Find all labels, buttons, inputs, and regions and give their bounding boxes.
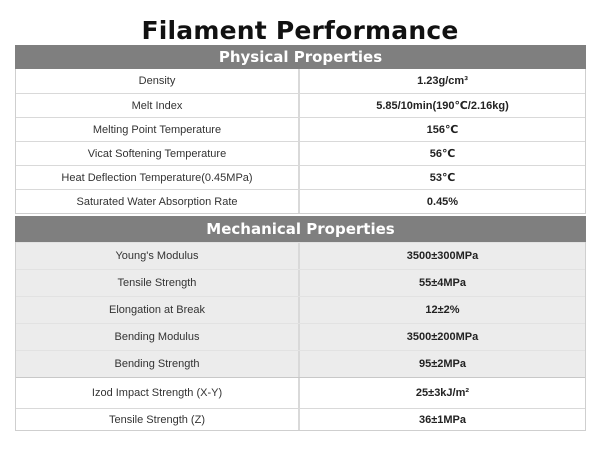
table-row: Vicat Softening Temperature 56℃ [16,141,585,165]
table-row: Tensile Strength (Z) 36±1MPa [16,408,585,430]
property-label: Izod Impact Strength (X-Y) [16,378,300,408]
page-title: Filament Performance [141,16,459,45]
property-label: Vicat Softening Temperature [16,142,300,165]
property-value: 95±2MPa [418,358,466,370]
property-value: 36±1MPa [418,413,466,426]
property-label: Tensile Strength [16,270,300,296]
mechanical-properties-header: Mechanical Properties [15,216,586,242]
table-row: Heat Deflection Temperature(0.45MPa) 53℃ [16,165,585,189]
property-label: Bending Modulus [16,324,300,350]
table-row: Elongation at Break 12±2% [16,296,585,323]
table-row: Young's Modulus 3500±300MPa [16,242,585,269]
property-value: 3500±200MPa [406,331,479,343]
property-label: Melt Index [16,94,300,117]
property-label: Elongation at Break [16,297,300,323]
physical-properties-header: Physical Properties [15,45,586,69]
property-value: 5.85/10min(190℃/2.16kg) [376,100,509,112]
mechanical-properties-rows: Young's Modulus 3500±300MPa Tensile Stre… [15,242,586,431]
property-value: 25±3kJ/m² [415,387,470,399]
property-label: Tensile Strength (Z) [16,409,300,430]
property-label: Bending Strength [16,351,300,377]
property-label: Heat Deflection Temperature(0.45MPa) [16,166,300,189]
table-row: Bending Modulus 3500±200MPa [16,323,585,350]
mechanical-properties-table: Mechanical Properties Young's Modulus 35… [15,216,586,431]
table-row: Melting Point Temperature 156℃ [16,117,585,141]
physical-properties-rows: Density 1.23g/cm³ Melt Index 5.85/10min(… [15,69,586,214]
property-value: 1.23g/cm³ [417,75,468,87]
property-value: 12±2% [425,304,460,316]
property-value: 56℃ [429,148,456,160]
table-row: Melt Index 5.85/10min(190℃/2.16kg) [16,93,585,117]
property-value: 55±4MPa [418,277,466,289]
property-label: Density [16,69,300,93]
property-value: 0.45% [426,195,459,208]
physical-properties-table: Physical Properties Density 1.23g/cm³ Me… [15,45,586,214]
property-label: Melting Point Temperature [16,118,300,141]
table-row: Bending Strength 95±2MPa [16,350,585,377]
property-label: Saturated Water Absorption Rate [16,190,300,213]
property-label: Young's Modulus [16,243,300,269]
table-row: Tensile Strength 55±4MPa [16,269,585,296]
table-row: Izod Impact Strength (X-Y) 25±3kJ/m² [16,377,585,408]
property-value: 156℃ [426,124,459,136]
table-row: Saturated Water Absorption Rate 0.45% [16,189,585,213]
property-value: 3500±300MPa [406,250,479,262]
property-value: 53℃ [429,172,456,184]
table-row: Density 1.23g/cm³ [16,69,585,93]
